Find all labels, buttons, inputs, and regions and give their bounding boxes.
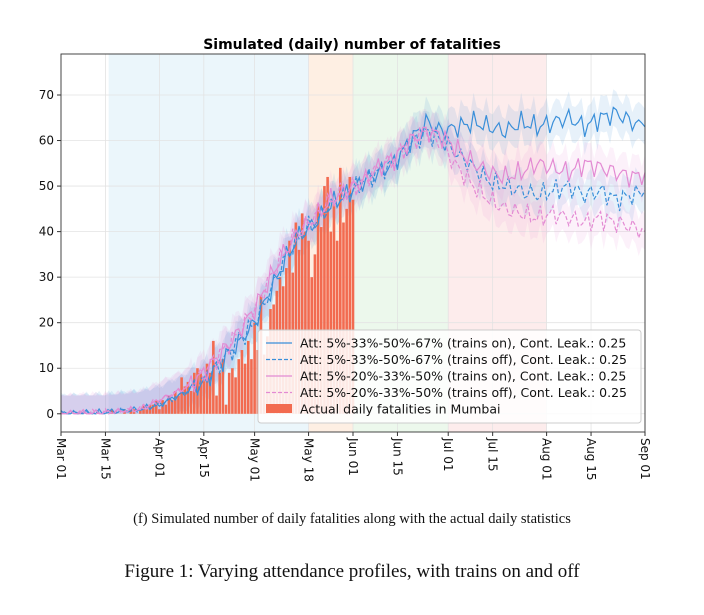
legend-label: Att: 5%-33%-50%-67% (trains on), Cont. L… bbox=[300, 336, 626, 351]
bar bbox=[253, 322, 256, 414]
bar bbox=[250, 359, 253, 414]
y-tick-label: 10 bbox=[39, 361, 54, 375]
legend-box bbox=[257, 329, 642, 424]
bar bbox=[154, 400, 158, 414]
bar bbox=[183, 386, 187, 414]
x-tick-label: Apr 15 bbox=[197, 438, 211, 478]
x-tick-label: Aug 15 bbox=[584, 438, 598, 481]
bar bbox=[199, 372, 202, 414]
bar bbox=[205, 363, 209, 414]
legend: Att: 5%-33%-50%-67% (trains on), Cont. L… bbox=[257, 329, 642, 424]
bar bbox=[186, 381, 190, 414]
bar bbox=[177, 395, 180, 414]
bar bbox=[240, 350, 244, 414]
bar bbox=[215, 395, 218, 414]
line-series-1 bbox=[60, 125, 646, 415]
band-series-3 bbox=[61, 109, 645, 414]
bar bbox=[234, 377, 237, 414]
band-series-2 bbox=[61, 109, 645, 414]
x-tick-label: Jul 15 bbox=[486, 437, 500, 472]
bar bbox=[294, 222, 298, 414]
axes: 0 10 20 30 40 50 60 70 Mar 01 Mar 15 Apr 01 Apr 15 M… bbox=[39, 53, 652, 482]
bar bbox=[164, 404, 168, 414]
bar bbox=[319, 227, 323, 414]
bar bbox=[243, 363, 247, 414]
fatalities-chart: Simulated (daily) number of fatalities 0… bbox=[39, 37, 652, 482]
bar bbox=[110, 409, 114, 414]
bar bbox=[224, 404, 228, 414]
x-tick-label: Apr 01 bbox=[152, 438, 166, 478]
bar bbox=[227, 372, 231, 414]
bar bbox=[193, 372, 196, 414]
bar bbox=[323, 186, 326, 414]
x-tick-label: May 18 bbox=[302, 438, 316, 482]
x-tick-label: Jul 01 bbox=[441, 437, 455, 472]
y-tick-label: 30 bbox=[39, 270, 54, 284]
bar bbox=[170, 400, 174, 414]
line-series-3 bbox=[61, 126, 646, 415]
legend-label: Actual daily fatalities in Mumbai bbox=[300, 402, 500, 417]
bar bbox=[351, 199, 355, 414]
bar bbox=[335, 240, 339, 414]
y-tick-label: 0 bbox=[46, 407, 54, 421]
y-tick-label: 70 bbox=[39, 88, 54, 102]
bar bbox=[218, 372, 221, 414]
figure-caption: Figure 1: Varying attendance profiles, w… bbox=[124, 561, 580, 582]
bar bbox=[288, 240, 291, 414]
x-tick-label: Sep 01 bbox=[638, 438, 652, 480]
legend-label: Att: 5%-33%-50%-67% (trains off), Cont. … bbox=[300, 352, 627, 367]
bar bbox=[221, 359, 225, 414]
bar bbox=[342, 222, 345, 414]
bar bbox=[158, 409, 161, 414]
bar bbox=[332, 204, 336, 414]
bar bbox=[231, 368, 234, 414]
bar bbox=[208, 372, 212, 414]
legend-swatch-bar bbox=[266, 404, 292, 413]
bar bbox=[329, 231, 333, 414]
bar bbox=[345, 208, 348, 414]
band-series-0 bbox=[61, 89, 645, 414]
bar bbox=[139, 409, 142, 414]
subfigure-caption: (f) Simulated number of daily fatalities… bbox=[133, 511, 571, 527]
x-tick-label: Jun 01 bbox=[346, 437, 360, 476]
bar bbox=[189, 391, 193, 414]
y-tick-label: 40 bbox=[39, 225, 54, 239]
chart-title: Simulated (daily) number of fatalities bbox=[203, 37, 501, 53]
legend-label: Att: 5%-20%-33%-50% (trains off), Cont. … bbox=[300, 385, 627, 400]
x-tick-label: Jun 15 bbox=[390, 437, 404, 476]
legend-label: Att: 5%-20%-33%-50% (trains on), Cont. L… bbox=[300, 369, 626, 384]
uncertainty-bands bbox=[61, 89, 645, 414]
bar bbox=[339, 167, 342, 414]
bar bbox=[304, 231, 307, 414]
bar bbox=[167, 395, 171, 414]
line-series bbox=[60, 106, 646, 415]
bar bbox=[300, 213, 304, 414]
x-tick-label: May 01 bbox=[248, 438, 262, 482]
bar bbox=[348, 176, 352, 414]
bar bbox=[145, 409, 148, 414]
bar bbox=[151, 404, 155, 414]
bar bbox=[326, 176, 329, 414]
bar bbox=[180, 377, 183, 414]
y-tick-label: 50 bbox=[39, 179, 54, 193]
bar bbox=[202, 377, 206, 414]
bar bbox=[246, 340, 250, 414]
y-tick-label: 60 bbox=[39, 134, 54, 148]
bar bbox=[316, 204, 320, 414]
bar bbox=[237, 359, 241, 414]
band-series-1 bbox=[61, 110, 645, 414]
x-tick-label: Mar 15 bbox=[98, 438, 112, 480]
x-tick-label: Mar 01 bbox=[54, 438, 68, 480]
y-tick-label: 20 bbox=[39, 316, 54, 330]
bar bbox=[212, 340, 215, 414]
x-tick-label: Aug 01 bbox=[540, 438, 554, 481]
bar bbox=[307, 240, 310, 414]
bar bbox=[173, 391, 177, 414]
